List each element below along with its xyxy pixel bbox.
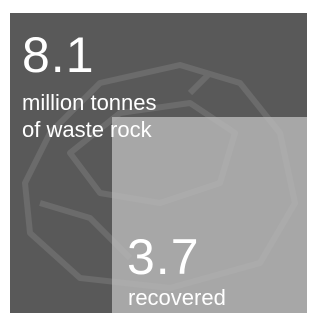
total-label: million tonnes — [22, 92, 157, 114]
total-value: 8.1 — [22, 30, 95, 80]
total-label: of waste rock — [22, 119, 152, 141]
recovered-label: recovered — [128, 287, 226, 309]
page: 8.1 million tonnes of waste rock 3.7 rec… — [0, 0, 312, 315]
recovered-value: 3.7 — [127, 232, 200, 282]
